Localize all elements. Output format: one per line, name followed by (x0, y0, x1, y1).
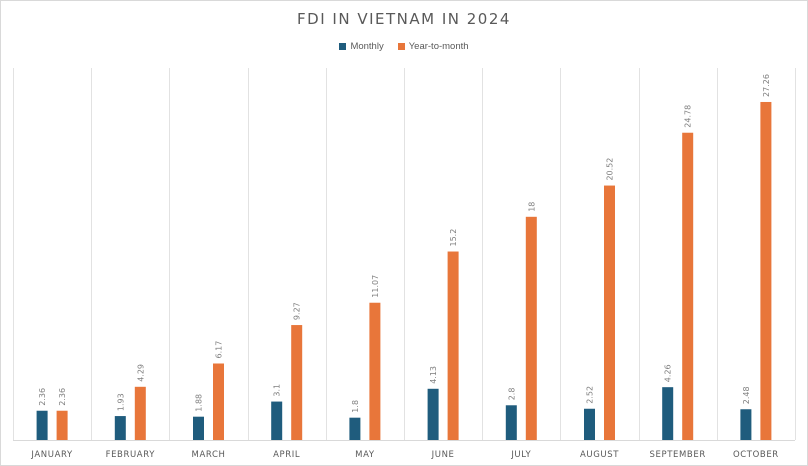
legend: Monthly Year-to-month (0, 41, 808, 52)
legend-swatch-year-to-month (397, 43, 405, 50)
legend-item-monthly: Monthly (339, 41, 384, 52)
x-tick-label: JANUARY (30, 450, 73, 460)
data-label: 9.27 (293, 302, 302, 320)
x-tick-label: SEPTEMBER (650, 450, 706, 460)
data-label: 27.26 (762, 74, 771, 97)
chart-title: FDI IN VIETNAM IN 2024 (297, 10, 511, 28)
legend-swatch-monthly (339, 43, 347, 50)
bar-monthly (349, 417, 361, 440)
data-label: 1.8 (351, 400, 360, 413)
data-label: 2.8 (507, 388, 516, 401)
bar-monthly (662, 387, 674, 440)
bar-year-to-month (760, 101, 772, 440)
bar-year-to-month (525, 216, 537, 440)
data-label: 2.48 (742, 386, 751, 404)
data-label: 6.17 (215, 341, 224, 359)
legend-label-year-to-month: Year-to-month (408, 41, 469, 52)
bar-monthly (271, 401, 283, 440)
bar-monthly (505, 405, 517, 440)
x-tick-label: OCTOBER (733, 450, 779, 460)
bar-monthly (584, 408, 595, 440)
x-tick-label: AUGUST (580, 450, 619, 460)
data-label: 24.78 (684, 105, 693, 128)
bar-year-to-month (682, 132, 694, 440)
bar-year-to-month (291, 325, 303, 440)
x-tick-label: MARCH (192, 450, 226, 460)
data-label: 4.26 (664, 364, 673, 382)
data-label: 2.52 (586, 386, 595, 404)
legend-label-monthly: Monthly (350, 41, 384, 52)
bar-monthly (740, 409, 752, 440)
bar-year-to-month (134, 386, 146, 440)
data-label: 1.88 (195, 394, 204, 412)
bar-monthly (427, 388, 439, 440)
x-tick-label: JUNE (431, 450, 455, 460)
bar-year-to-month (447, 251, 459, 440)
data-label: 18 (527, 202, 536, 212)
legend-item-year-to-month: Year-to-month (397, 41, 469, 52)
x-tick-label: JULY (510, 450, 531, 460)
bar-year-to-month (213, 363, 224, 440)
data-label: 4.13 (429, 366, 438, 384)
bar-monthly (193, 416, 204, 440)
data-label: 11.07 (371, 275, 380, 298)
bar-monthly (114, 416, 126, 440)
data-label: 2.36 (58, 388, 67, 406)
x-tick-label: APRIL (273, 450, 300, 460)
x-tick-label: FEBRUARY (106, 450, 156, 460)
data-label: 15.2 (449, 229, 458, 247)
x-tick-label: MAY (355, 450, 375, 460)
bar-year-to-month (369, 302, 381, 440)
bar-year-to-month (56, 410, 68, 440)
bar-year-to-month (604, 185, 615, 440)
data-label: 20.52 (606, 158, 615, 181)
data-label: 3.1 (273, 384, 282, 397)
data-label: 1.93 (116, 393, 125, 411)
data-label: 4.29 (136, 364, 145, 382)
data-label: 2.36 (38, 388, 47, 406)
bar-monthly (36, 410, 48, 440)
